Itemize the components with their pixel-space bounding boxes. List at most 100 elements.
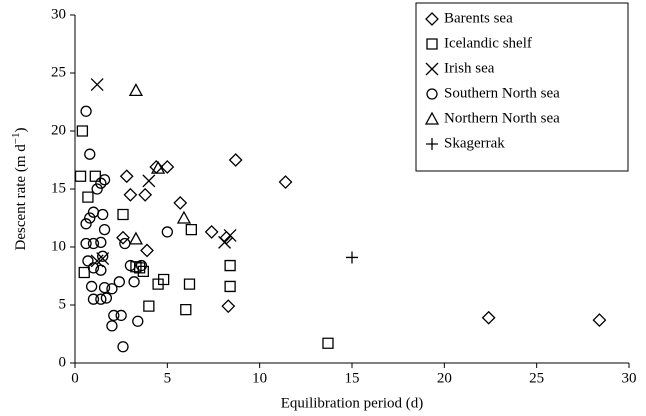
- y-axis-title-main: Descent rate (m d: [13, 144, 29, 251]
- legend-label: Northern North sea: [444, 110, 560, 126]
- point: [78, 266, 90, 279]
- point: [180, 303, 192, 316]
- legend-marker: [426, 138, 438, 150]
- point: [98, 174, 111, 186]
- legend-marker: [426, 88, 438, 100]
- y-tick-label: 5: [59, 296, 67, 312]
- point: [98, 224, 111, 236]
- y-tick-label: 20: [51, 122, 66, 138]
- point: [228, 153, 243, 167]
- y-tick-label: 0: [59, 354, 67, 370]
- point: [140, 243, 154, 258]
- legend-label: Icelandic shelf: [444, 35, 532, 51]
- point: [592, 313, 607, 327]
- point: [95, 177, 107, 189]
- y-axis-title-sup: −1: [10, 133, 22, 145]
- point: [128, 276, 140, 288]
- point: [117, 208, 129, 221]
- point: [119, 237, 131, 250]
- point: [151, 160, 166, 174]
- x-tick-label: 5: [164, 370, 172, 386]
- point: [106, 320, 118, 332]
- point: [80, 218, 92, 230]
- point: [119, 169, 134, 184]
- point: [133, 262, 146, 274]
- point: [176, 210, 192, 224]
- point: [204, 225, 219, 239]
- legend-box: [415, 2, 629, 172]
- point: [161, 226, 173, 238]
- x-tick-label: 10: [252, 370, 267, 386]
- point: [95, 264, 107, 276]
- point: [116, 230, 130, 245]
- point: [95, 236, 107, 248]
- point: [84, 212, 96, 224]
- point: [160, 160, 175, 174]
- x-tick-label: 25: [529, 370, 544, 386]
- point: [82, 191, 94, 203]
- point: [97, 250, 109, 262]
- point: [90, 78, 104, 92]
- point: [89, 170, 101, 182]
- point: [87, 237, 100, 250]
- point: [157, 273, 170, 286]
- point: [223, 228, 237, 242]
- y-tick-label: 25: [51, 64, 66, 80]
- point: [218, 235, 232, 249]
- point: [98, 282, 111, 294]
- point: [221, 299, 236, 314]
- point: [117, 341, 129, 353]
- point: [91, 183, 103, 195]
- point: [152, 278, 164, 290]
- point: [124, 259, 137, 272]
- point: [87, 262, 100, 274]
- x-axis-title: Equilibration period (d): [281, 395, 423, 411]
- point: [95, 293, 107, 305]
- point: [106, 283, 118, 295]
- point: [97, 208, 109, 221]
- x-tick-label: 20: [437, 370, 452, 386]
- x-tick-label: 30: [622, 370, 637, 386]
- point: [96, 252, 110, 266]
- point: [123, 187, 138, 202]
- point: [224, 280, 236, 293]
- legend-marker: [425, 12, 439, 26]
- point: [142, 174, 156, 188]
- legend-label: Southern North sea: [444, 85, 560, 101]
- legend-label: Skagerrak: [444, 135, 505, 151]
- point: [219, 230, 234, 245]
- y-axis-title: Descent rate (m d−1): [10, 128, 30, 251]
- point: [143, 300, 155, 312]
- point: [128, 83, 144, 97]
- point: [87, 206, 100, 218]
- legend-label: Barents sea: [444, 10, 513, 26]
- point: [481, 310, 496, 325]
- y-axis-title-end: ): [13, 128, 29, 133]
- legend-marker: [425, 62, 439, 76]
- x-tick-label: 15: [345, 370, 360, 386]
- point: [74, 170, 87, 182]
- point: [224, 259, 236, 272]
- legend-marker: [426, 38, 438, 50]
- point: [76, 125, 89, 137]
- point: [113, 276, 125, 288]
- point: [138, 187, 153, 202]
- point: [115, 309, 127, 322]
- point: [80, 105, 92, 117]
- legend-marker: [424, 111, 440, 125]
- point: [183, 278, 196, 290]
- y-tick-label: 30: [51, 6, 66, 22]
- point: [185, 223, 197, 236]
- point: [82, 255, 94, 267]
- point: [128, 231, 144, 245]
- y-tick-label: 10: [51, 238, 66, 254]
- point: [132, 315, 144, 327]
- point: [173, 196, 188, 210]
- y-tick-label: 15: [51, 180, 66, 196]
- point: [108, 309, 120, 322]
- point: [322, 337, 334, 349]
- x-tick-label: 0: [71, 370, 79, 386]
- point: [84, 148, 96, 160]
- point: [278, 175, 293, 189]
